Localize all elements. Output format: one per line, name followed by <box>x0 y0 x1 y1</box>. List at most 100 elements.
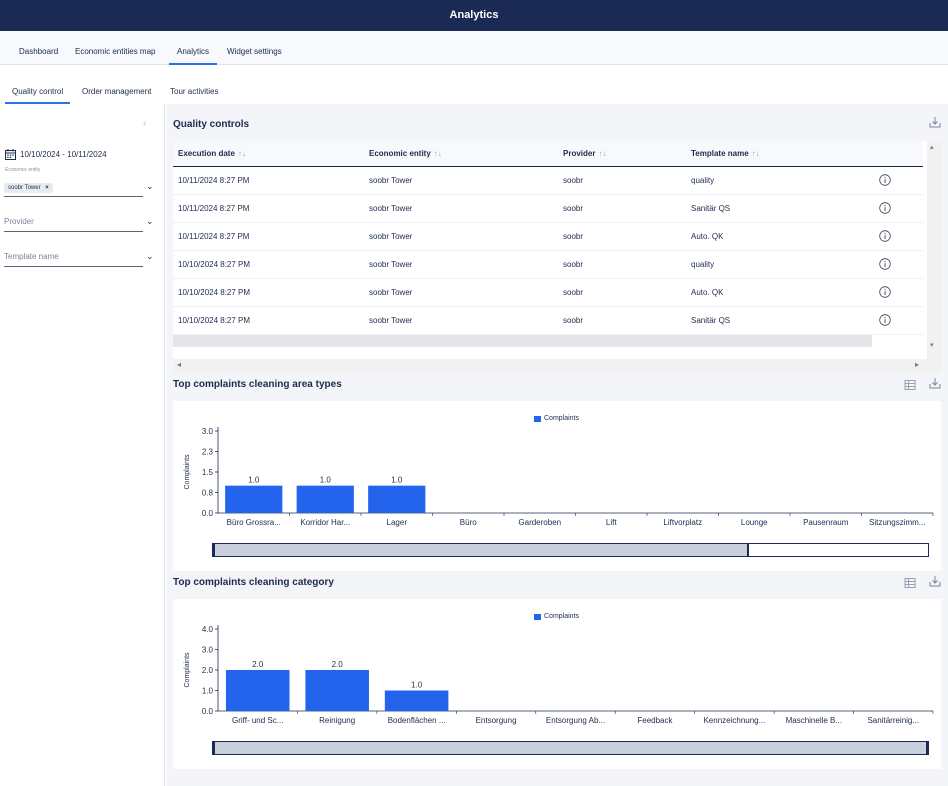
legend-label: Complaints <box>544 415 580 422</box>
column-template-name[interactable]: Template name ↑↓ <box>691 149 760 158</box>
y-tick-label: 1.0 <box>202 687 214 696</box>
x-tick-label: Sanitärreinig... <box>867 716 919 725</box>
x-tick-label: Garderoben <box>518 518 561 527</box>
download-icon[interactable] <box>929 377 941 389</box>
vertical-scrollbar[interactable]: ▴ ▾ <box>927 141 941 373</box>
zoom-selection[interactable] <box>213 742 928 754</box>
x-tick-label: Reinigung <box>319 716 355 725</box>
provider-placeholder: Provider <box>4 217 34 226</box>
chart1-legend[interactable]: Complaints <box>534 415 579 422</box>
chevron-down-icon[interactable]: ⌄ <box>146 251 154 261</box>
tab-tour-activities[interactable]: Tour activities <box>170 87 219 96</box>
economic-entity-select[interactable]: soobr Tower × <box>4 176 143 197</box>
horizontal-scroll-thumb[interactable] <box>173 335 872 347</box>
y-axis-label: Complaints <box>184 652 191 688</box>
chart2-title: Top complaints cleaning category <box>173 577 334 588</box>
table-header: Execution date ↑↓ Economic entity ↑↓ Provi… <box>173 141 923 167</box>
chart1-zoom-slider[interactable] <box>212 543 929 557</box>
table-cell: quality <box>691 260 715 269</box>
scroll-up-icon[interactable]: ▴ <box>930 144 934 151</box>
scroll-left-icon[interactable]: ◂ <box>177 360 182 369</box>
table-view-icon[interactable] <box>904 577 916 589</box>
table-row[interactable]: 10/10/2024 8:27 PM soobr Tower soobr Auto. … <box>173 279 923 307</box>
info-icon[interactable] <box>879 258 891 270</box>
chevron-down-icon[interactable]: ⌄ <box>146 216 154 226</box>
date-range-picker[interactable]: 10/10/2024 - 10/11/2024 <box>5 149 107 160</box>
download-icon[interactable] <box>929 575 941 587</box>
table-cell: 10/10/2024 8:27 PM <box>178 316 251 325</box>
column-execution-date[interactable]: Execution date ↑↓ <box>178 149 246 158</box>
bar <box>305 670 369 711</box>
chip-remove-icon[interactable]: × <box>45 185 49 191</box>
app-header: Analytics <box>0 0 948 31</box>
y-tick-label: 0.0 <box>202 707 214 716</box>
table-row[interactable]: 10/10/2024 8:27 PM soobr Tower soobr qualit… <box>173 251 923 279</box>
sort-icon: ↑↓ <box>237 149 246 158</box>
table-row[interactable]: 10/10/2024 8:27 PM soobr Tower soobr Sanitä… <box>173 307 923 335</box>
legend-swatch <box>534 613 541 620</box>
horizontal-scrollbar[interactable]: ◂ ▸ <box>173 359 927 373</box>
chevron-down-icon[interactable]: ⌄ <box>146 181 154 191</box>
calendar-icon <box>5 149 16 160</box>
x-tick-label: Lift <box>606 518 617 527</box>
collapse-chevron-icon[interactable]: ‹ <box>143 118 147 129</box>
y-tick-label: 4.0 <box>202 625 214 634</box>
provider-select[interactable]: Provider <box>4 211 143 232</box>
tab-economic-entities-map[interactable]: Economic entities map <box>75 47 156 56</box>
table-cell: soobr <box>563 260 584 269</box>
table-cell: soobr Tower <box>369 260 413 269</box>
scroll-right-icon[interactable]: ▸ <box>915 360 920 369</box>
data-label: 1.0 <box>248 476 260 485</box>
legend-label: Complaints <box>544 613 580 620</box>
download-icon[interactable] <box>929 116 941 128</box>
y-tick-label: 2.0 <box>202 666 214 675</box>
column-provider[interactable]: Provider ↑↓ <box>563 149 607 158</box>
info-icon[interactable] <box>879 202 891 214</box>
economic-entity-chip[interactable]: soobr Tower × <box>4 183 53 193</box>
table-cell: soobr <box>563 288 584 297</box>
tab-widget-settings[interactable]: Widget settings <box>227 47 282 56</box>
template-placeholder: Template name <box>4 252 59 261</box>
quality-controls-table: Execution date ↑↓ Economic entity ↑↓ Provi… <box>173 141 941 373</box>
info-icon[interactable] <box>879 230 891 242</box>
y-tick-label: 0.8 <box>202 489 214 498</box>
zoom-selection[interactable] <box>213 544 750 556</box>
bar <box>384 690 449 711</box>
table-cell: Auto. QK <box>691 232 724 241</box>
template-name-select[interactable]: Template name <box>4 246 143 267</box>
x-tick-label: Maschinelle B... <box>786 716 842 725</box>
table-cell: soobr Tower <box>369 232 413 241</box>
table-cell: Auto. QK <box>691 288 724 297</box>
scroll-down-icon[interactable]: ▾ <box>930 342 934 349</box>
table-row[interactable]: 10/11/2024 8:27 PM soobr Tower soobr Auto. … <box>173 223 923 251</box>
table-row[interactable]: 10/11/2024 8:27 PM soobr Tower soobr qualit… <box>173 167 923 195</box>
table-row[interactable]: 10/11/2024 8:27 PM soobr Tower soobr Sanitä… <box>173 195 923 223</box>
info-icon[interactable] <box>879 286 891 298</box>
info-icon[interactable] <box>879 314 891 326</box>
tab-analytics[interactable]: Analytics <box>169 31 218 65</box>
table-view-icon[interactable] <box>904 379 916 391</box>
table-cell: 10/11/2024 8:27 PM <box>178 232 250 241</box>
chart1-plot: Complaints 0.0 0.8 1.5 2.3 3.0 1.0 Büro Grossra… <box>184 427 934 527</box>
info-icon[interactable] <box>879 174 891 186</box>
chart2-plot: Complaints 0.0 1.0 2.0 3.0 4.0 2.0 Griff- und S… <box>184 625 934 725</box>
chart1-card: Complaints Complaints 0.0 0.8 1.5 2.3 3.0 1.0 B… <box>173 401 941 571</box>
x-tick-label: Kennzeichnung... <box>703 716 765 725</box>
chart2-zoom-slider[interactable] <box>212 741 929 755</box>
chart1-title: Top complaints cleaning area types <box>173 379 342 390</box>
chart2-legend[interactable]: Complaints <box>534 613 579 620</box>
sort-icon: ↑↓ <box>598 149 607 158</box>
table-cell: Sanitär QS <box>691 316 731 325</box>
y-tick-label: 1.5 <box>202 468 214 477</box>
x-tick-label: Griff- und Sc... <box>232 716 283 725</box>
sort-icon: ↑↓ <box>751 149 760 158</box>
x-tick-label: Pausenraum <box>803 518 849 527</box>
tab-quality-control[interactable]: Quality control <box>5 65 71 104</box>
table-cell: 10/11/2024 8:27 PM <box>178 176 250 185</box>
tab-order-management[interactable]: Order management <box>82 87 152 96</box>
tab-dashboard[interactable]: Dashboard <box>19 47 59 56</box>
column-economic-entity[interactable]: Economic entity ↑↓ <box>369 149 442 158</box>
data-label: 1.0 <box>411 681 423 690</box>
x-tick-label: Korridor Har... <box>300 518 350 527</box>
bar <box>368 485 426 513</box>
